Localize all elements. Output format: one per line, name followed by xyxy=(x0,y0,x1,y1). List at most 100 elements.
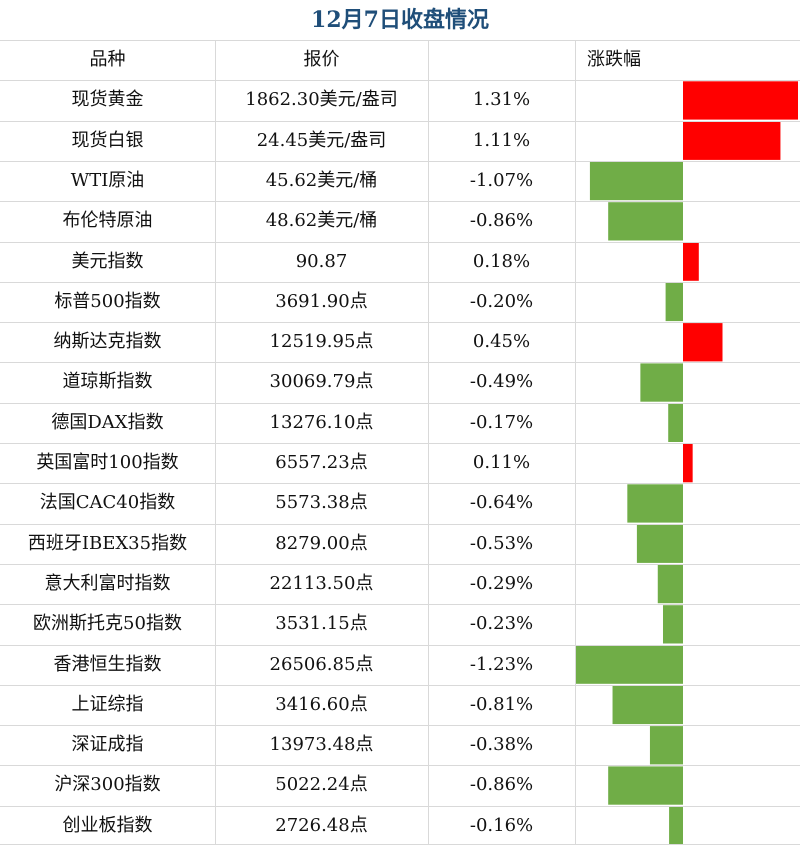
change-bar xyxy=(683,323,723,362)
price-value: 3531.15点 xyxy=(275,613,368,635)
column-divider xyxy=(428,40,429,845)
price-value: 90.87 xyxy=(295,250,348,272)
change-bar xyxy=(683,444,693,483)
table-row: WTI原油 45.62美元/桶 -1.07% xyxy=(0,161,800,201)
change-percent: -0.53% xyxy=(469,532,534,554)
price-value: 2726.48点 xyxy=(275,814,368,836)
instrument-name: 现货黄金 xyxy=(71,89,144,111)
row-divider xyxy=(0,362,800,364)
change-percent: -1.07% xyxy=(469,169,534,191)
change-percent: -0.20% xyxy=(469,290,534,312)
price-value: 26506.85点 xyxy=(269,653,374,675)
change-percent: -0.86% xyxy=(469,774,534,796)
instrument-name: 香港恒生指数 xyxy=(53,653,162,675)
row-divider xyxy=(0,40,800,41)
instrument-name: 沪深300指数 xyxy=(54,774,161,796)
instrument-name: 纳斯达克指数 xyxy=(53,331,162,353)
price-value: 6557.23点 xyxy=(275,452,368,473)
change-percent: -0.38% xyxy=(469,734,534,756)
row-divider xyxy=(0,322,800,324)
row-divider xyxy=(0,563,800,565)
row-divider xyxy=(0,483,800,485)
table-row: 标普500指数 3691.90点 -0.20% xyxy=(0,282,800,322)
row-divider xyxy=(0,201,800,203)
price-value: 48.62美元/桶 xyxy=(265,210,378,232)
table-row: 布伦特原油 48.62美元/桶 -0.86% xyxy=(0,201,800,241)
column-divider xyxy=(575,40,576,845)
price-value: 5573.38点 xyxy=(275,492,368,514)
change-percent: 1.31% xyxy=(472,89,531,111)
price-value: 3691.90点 xyxy=(275,290,368,312)
change-percent: 1.11% xyxy=(472,129,531,151)
change-percent: 0.11% xyxy=(472,452,531,473)
change-percent: 0.18% xyxy=(472,250,531,272)
change-percent: 0.45% xyxy=(472,331,531,353)
table-row: 上证综指 3416.60点 -0.81% xyxy=(0,685,800,725)
price-value: 13276.10点 xyxy=(269,411,374,433)
row-divider xyxy=(0,684,800,686)
instrument-name: 上证综指 xyxy=(71,693,144,715)
change-bar xyxy=(589,161,683,201)
price-value: 3416.60点 xyxy=(275,693,368,715)
row-divider xyxy=(0,725,800,727)
table-row: 现货白银 24.45美元/盎司 1.11% xyxy=(0,121,800,161)
price-value: 13973.48点 xyxy=(269,734,374,756)
row-divider xyxy=(0,805,800,807)
table-row: 道琼斯指数 30069.79点 -0.49% xyxy=(0,362,800,402)
table-row: 意大利富时指数 22113.50点 -0.29% xyxy=(0,564,800,604)
row-divider xyxy=(0,80,800,82)
instrument-name: 道琼斯指数 xyxy=(62,371,153,393)
instrument-name: 欧洲斯托克50指数 xyxy=(33,613,182,635)
table-row: 沪深300指数 5022.24点 -0.86% xyxy=(0,765,800,805)
header-name: 品种 xyxy=(89,49,126,70)
instrument-name: 德国DAX指数 xyxy=(51,411,164,433)
row-divider xyxy=(0,765,800,767)
price-value: 45.62美元/桶 xyxy=(265,169,378,191)
instrument-name: 标普500指数 xyxy=(54,290,161,312)
row-divider xyxy=(0,402,800,404)
header-change: 涨跌幅 xyxy=(587,49,641,70)
table-row: 法国CAC40指数 5573.38点 -0.64% xyxy=(0,483,800,523)
change-bar xyxy=(683,81,798,120)
change-bar xyxy=(612,685,683,725)
table-row: 欧洲斯托克50指数 3531.15点 -0.23% xyxy=(0,604,800,644)
header-row: 品种 报价 涨跌幅 xyxy=(0,40,800,80)
price-value: 22113.50点 xyxy=(269,572,374,594)
instrument-name: 西班牙IBEX35指数 xyxy=(27,532,188,554)
instrument-name: 法国CAC40指数 xyxy=(39,492,176,514)
row-divider xyxy=(0,160,800,162)
row-divider xyxy=(0,604,800,606)
change-bar xyxy=(662,605,683,644)
instrument-name: WTI原油 xyxy=(70,169,145,191)
change-bar xyxy=(668,403,683,442)
table-row: 香港恒生指数 26506.85点 -1.23% xyxy=(0,645,800,685)
change-percent: -1.23% xyxy=(469,653,534,675)
change-bar xyxy=(627,484,683,523)
change-bar xyxy=(636,524,683,563)
row-divider xyxy=(0,644,800,646)
instrument-name: 意大利富时指数 xyxy=(44,572,171,594)
change-bar-chart xyxy=(576,81,798,845)
change-percent: -0.16% xyxy=(469,814,534,836)
header-price: 报价 xyxy=(303,49,340,70)
price-value: 30069.79点 xyxy=(269,371,374,393)
table-row: 德国DAX指数 13276.10点 -0.17% xyxy=(0,403,800,443)
change-bar xyxy=(683,242,699,281)
price-value: 24.45美元/盎司 xyxy=(256,129,387,151)
row-divider xyxy=(0,281,800,283)
change-bar xyxy=(640,363,683,402)
change-percent: -0.17% xyxy=(469,411,534,433)
change-bar xyxy=(665,282,683,322)
change-bar xyxy=(608,202,683,241)
change-bar xyxy=(669,806,683,845)
price-value: 1862.30美元/盎司 xyxy=(245,89,398,111)
change-percent: -0.86% xyxy=(469,210,534,232)
change-percent: -0.23% xyxy=(469,613,534,635)
change-percent: -0.81% xyxy=(469,693,534,715)
instrument-name: 美元指数 xyxy=(71,250,144,272)
row-divider xyxy=(0,443,800,444)
table-row: 深证成指 13973.48点 -0.38% xyxy=(0,725,800,765)
price-value: 8279.00点 xyxy=(275,532,368,554)
instrument-name: 英国富时100指数 xyxy=(36,452,179,473)
change-bar xyxy=(683,121,781,160)
